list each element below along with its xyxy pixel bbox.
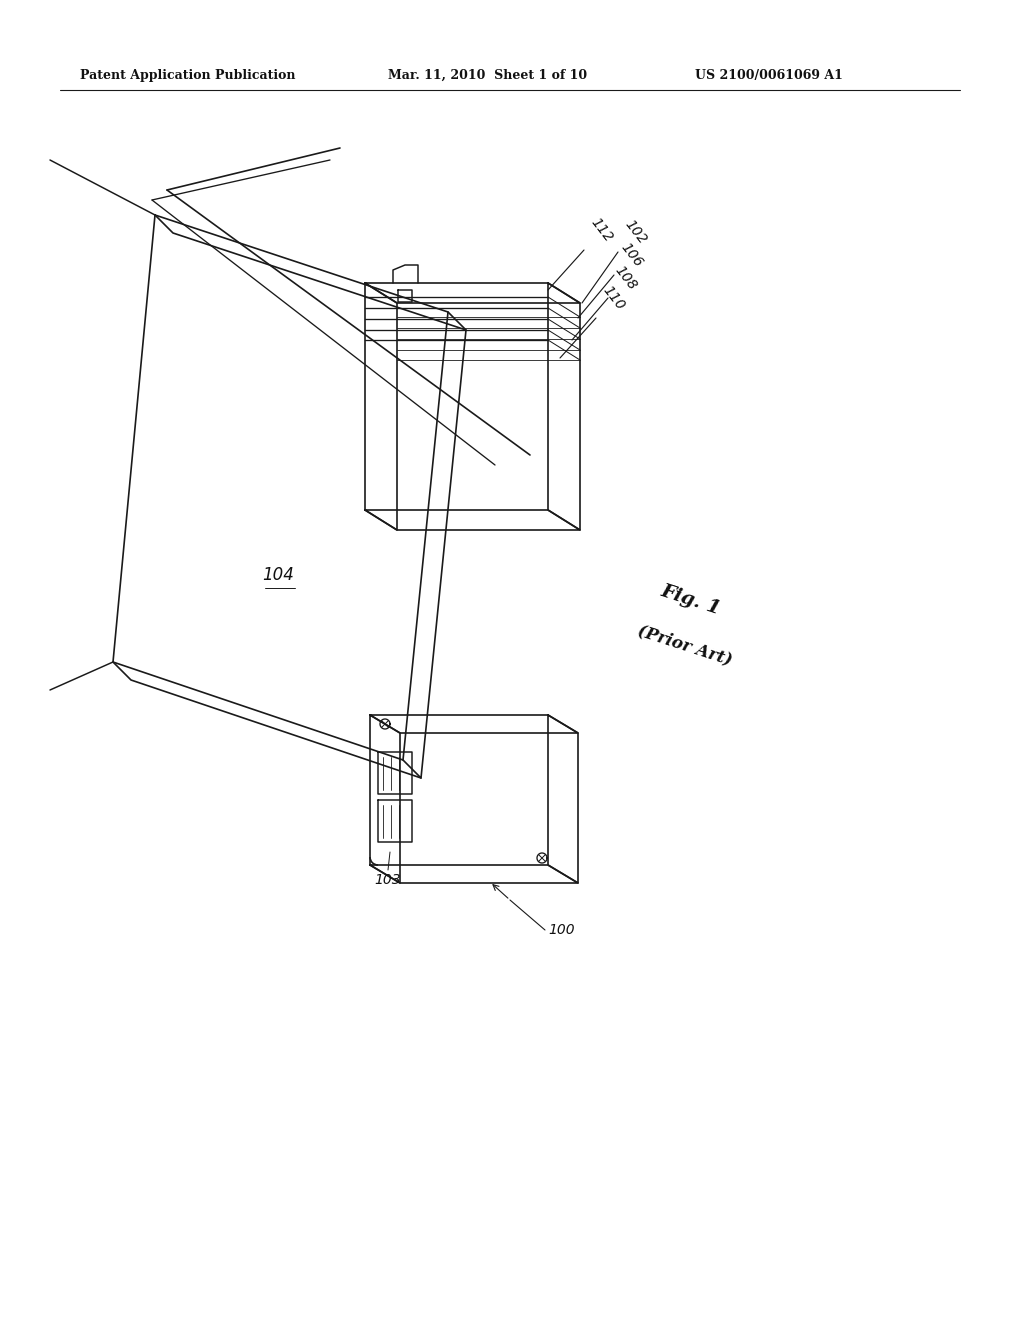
Text: 110: 110 bbox=[600, 284, 628, 313]
Text: 108: 108 bbox=[612, 264, 639, 293]
Text: 102: 102 bbox=[622, 218, 649, 247]
Text: 112: 112 bbox=[588, 215, 615, 246]
Text: Fig. 1: Fig. 1 bbox=[658, 582, 723, 618]
Text: Mar. 11, 2010  Sheet 1 of 10: Mar. 11, 2010 Sheet 1 of 10 bbox=[388, 69, 587, 82]
Text: (Prior Art): (Prior Art) bbox=[636, 622, 734, 668]
Text: 104: 104 bbox=[262, 566, 294, 583]
Text: 106: 106 bbox=[618, 240, 645, 271]
Text: Patent Application Publication: Patent Application Publication bbox=[80, 69, 296, 82]
Text: US 2100/0061069 A1: US 2100/0061069 A1 bbox=[695, 69, 843, 82]
Text: 100: 100 bbox=[548, 923, 574, 937]
Text: 103: 103 bbox=[375, 873, 401, 887]
